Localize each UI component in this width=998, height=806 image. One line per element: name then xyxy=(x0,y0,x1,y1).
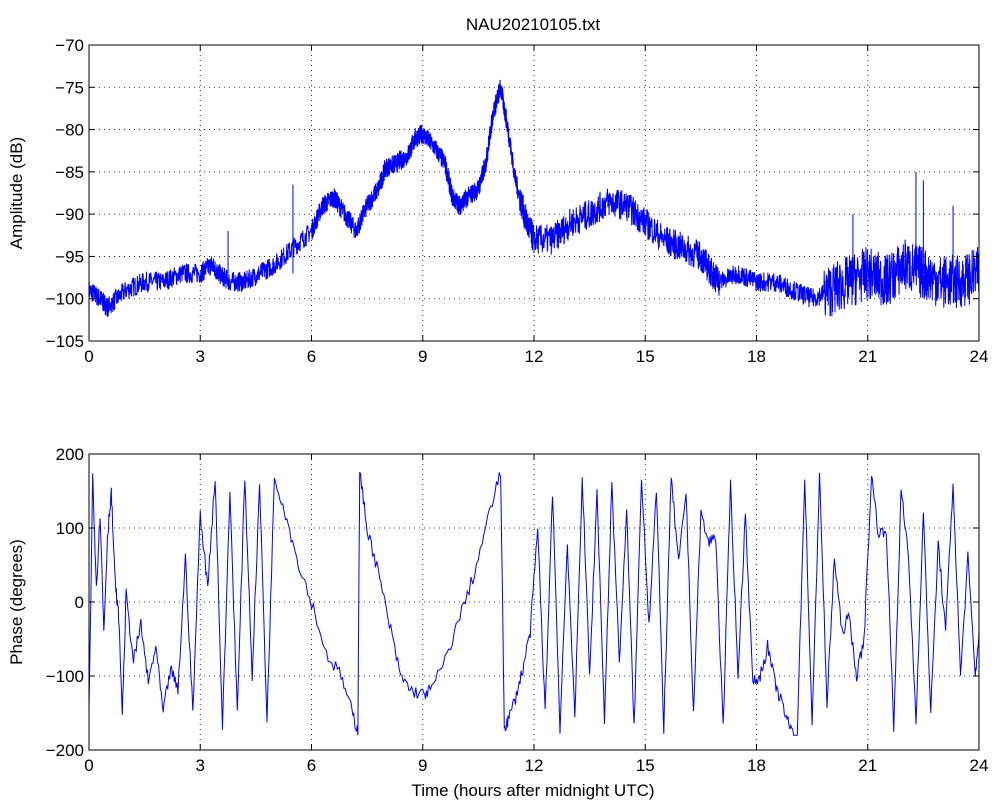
y-tick-label: −95 xyxy=(55,247,84,266)
y-tick-label: −80 xyxy=(55,121,84,140)
phase-panel: 0 3 6 9 12 15 18 21 24 200 100 0 −100 −200 Phase (deg… xyxy=(7,445,988,800)
y-tick-label: −200 xyxy=(46,741,84,760)
amplitude-plot xyxy=(88,79,980,318)
amplitude-y-axis-label: Amplitude (dB) xyxy=(7,137,26,249)
chart-title: NAU20210105.txt xyxy=(466,15,600,34)
x-tick-label: 21 xyxy=(858,347,877,366)
x-tick-label: 3 xyxy=(196,347,205,366)
series-line xyxy=(88,471,980,736)
amplitude-panel: NAU20210105.txt 0 3 6 9 12 15 18 21 24 −70 −75 −80 −… xyxy=(7,15,988,366)
x-tick-label: 9 xyxy=(418,756,427,775)
x-tick-label: 6 xyxy=(307,347,316,366)
x-axis-label: Time (hours after midnight UTC) xyxy=(411,781,654,800)
y-tick-label: −105 xyxy=(46,332,84,351)
x-tick-label: 6 xyxy=(307,756,316,775)
x-tick-label: 21 xyxy=(858,756,877,775)
y-tick-label: −85 xyxy=(55,163,84,182)
x-tick-label: 3 xyxy=(196,756,205,775)
x-tick-label: 24 xyxy=(970,756,989,775)
y-tick-label: −75 xyxy=(55,78,84,97)
x-tick-label: 24 xyxy=(970,347,989,366)
x-tick-label: 15 xyxy=(636,756,655,775)
x-tick-label: 18 xyxy=(747,347,766,366)
x-tick-label: 12 xyxy=(525,347,544,366)
y-tick-label: −100 xyxy=(46,667,84,686)
y-tick-label: 200 xyxy=(56,445,84,464)
x-tick-label: 12 xyxy=(525,756,544,775)
phase-ticks: 0 3 6 9 12 15 18 21 24 200 100 0 −100 −200 xyxy=(46,445,989,775)
phase-grid xyxy=(89,454,979,750)
y-tick-label: −90 xyxy=(55,205,84,224)
series-line xyxy=(88,79,980,318)
y-tick-label: −70 xyxy=(55,36,84,55)
x-tick-label: 15 xyxy=(636,347,655,366)
y-tick-label: 100 xyxy=(56,519,84,538)
phase-plot xyxy=(88,471,980,736)
phase-y-axis-label: Phase (degrees) xyxy=(7,539,26,665)
y-tick-label: −100 xyxy=(46,290,84,309)
x-tick-label: 0 xyxy=(84,756,93,775)
amplitude-grid xyxy=(89,45,979,341)
x-tick-label: 9 xyxy=(418,347,427,366)
x-tick-label: 0 xyxy=(84,347,93,366)
amplitude-ticks: 0 3 6 9 12 15 18 21 24 −70 −75 −80 −85 −90 −95 −100 −105 xyxy=(46,36,989,366)
x-tick-label: 18 xyxy=(747,756,766,775)
y-tick-label: 0 xyxy=(75,593,84,612)
